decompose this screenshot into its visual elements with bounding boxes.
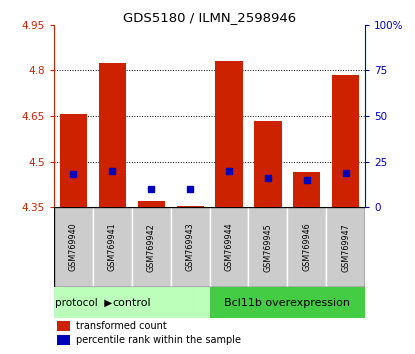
- Text: GSM769945: GSM769945: [264, 223, 272, 272]
- Bar: [132, 207, 171, 287]
- Bar: [171, 207, 210, 287]
- Bar: [210, 207, 249, 287]
- Bar: [176, 206, 204, 207]
- Text: GSM769943: GSM769943: [186, 223, 195, 272]
- Bar: [254, 121, 281, 207]
- Bar: [210, 287, 365, 318]
- Bar: [93, 207, 132, 287]
- Bar: [326, 207, 365, 287]
- Text: transformed count: transformed count: [76, 321, 166, 331]
- Bar: [60, 114, 87, 207]
- Title: GDS5180 / ILMN_2598946: GDS5180 / ILMN_2598946: [123, 11, 296, 24]
- Text: GSM769942: GSM769942: [147, 223, 156, 272]
- Text: protocol  ▶: protocol ▶: [55, 298, 112, 308]
- Text: GSM769944: GSM769944: [225, 223, 234, 272]
- Text: control: control: [112, 298, 151, 308]
- Bar: [138, 201, 165, 207]
- Text: GSM769940: GSM769940: [69, 223, 78, 272]
- Text: GSM769947: GSM769947: [341, 223, 350, 272]
- Bar: [249, 207, 287, 287]
- Bar: [54, 287, 210, 318]
- Bar: [215, 61, 243, 207]
- Bar: [54, 207, 93, 287]
- Bar: [293, 172, 320, 207]
- Bar: [57, 321, 70, 331]
- Bar: [332, 75, 359, 207]
- Bar: [99, 63, 126, 207]
- Text: GSM769941: GSM769941: [108, 223, 117, 272]
- Text: percentile rank within the sample: percentile rank within the sample: [76, 335, 241, 345]
- Bar: [287, 207, 326, 287]
- Text: Bcl11b overexpression: Bcl11b overexpression: [225, 298, 350, 308]
- Text: GSM769946: GSM769946: [303, 223, 311, 272]
- Bar: [57, 335, 70, 345]
